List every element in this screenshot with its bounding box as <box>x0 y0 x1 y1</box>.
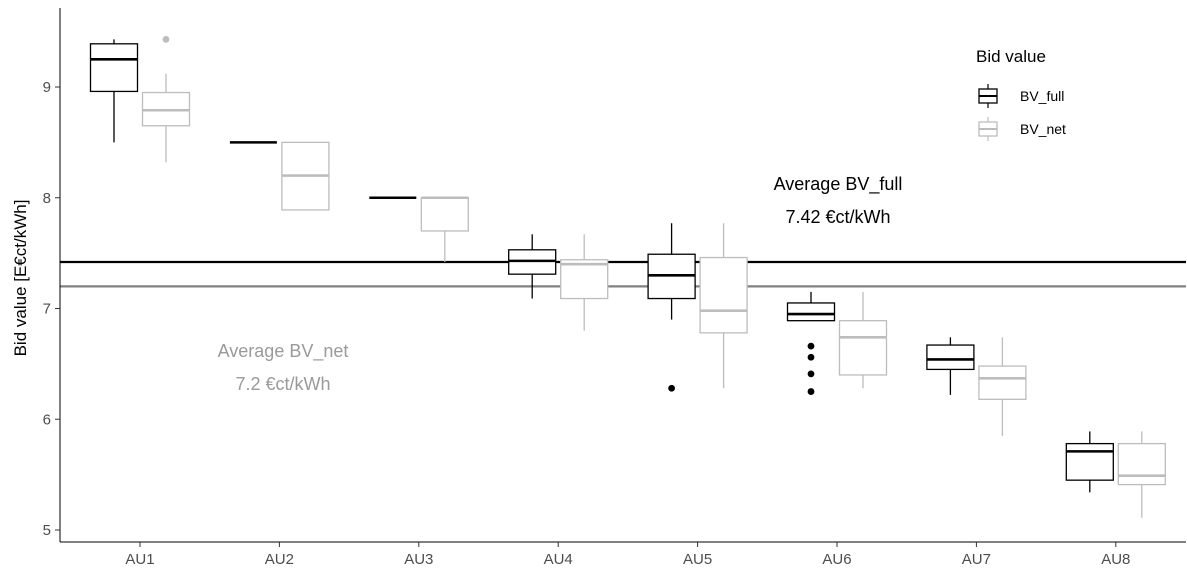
box-au1-bv-net <box>141 35 191 163</box>
x-tick-label: AU5 <box>683 551 712 568</box>
x-tick-label: AU4 <box>544 551 573 568</box>
legend-key-bv-full <box>978 84 998 108</box>
box-body <box>420 197 469 232</box>
legend-label-bv-full: BV_full <box>1020 88 1064 104</box>
box-body <box>786 302 836 322</box>
box-au5-bv-full <box>647 223 696 392</box>
box-body <box>978 365 1027 400</box>
box-au8-bv-full <box>1065 431 1114 493</box>
box-series <box>89 35 1166 518</box>
x-tick-label: AU3 <box>404 551 433 568</box>
series-bv-net <box>141 35 1166 518</box>
box-au7-bv-net <box>978 337 1027 436</box>
annotations: Average BV_full 7.42 €ct/kWh Average BV_ne… <box>218 174 903 394</box>
y-tick-label: 9 <box>43 79 51 96</box>
x-tick-label: AU1 <box>125 551 154 568</box>
box-au4-bv-net <box>560 234 609 331</box>
box-body <box>1065 442 1114 481</box>
annotation-full-title: Average BV_full <box>774 174 903 195</box>
outlier-point <box>807 353 815 361</box>
axes: 5 6 7 8 9 AU1 AU2 AU3 AU4 AU5 AU6 AU7 AU8 <box>43 8 1186 568</box>
y-axis-title: Bid value [E€ct/kWh] <box>11 200 30 357</box>
reference-lines <box>60 260 1186 288</box>
box-au6-bv-full <box>786 291 836 395</box>
box-body <box>699 256 748 334</box>
series-bv-full <box>89 39 1114 493</box>
box-au7-bv-full <box>926 337 975 395</box>
x-tick-label: AU6 <box>822 551 851 568</box>
annotation-full-value: 7.42 €ct/kWh <box>785 207 890 227</box>
box-au5-bv-net <box>699 223 748 389</box>
legend-title: Bid value <box>976 47 1046 66</box>
outlier-point <box>807 388 815 395</box>
box-au4-bv-full <box>508 234 557 299</box>
x-tick-label: AU7 <box>962 551 991 568</box>
legend-label-bv-net: BV_net <box>1020 121 1066 137</box>
y-tick-label: 8 <box>43 190 51 207</box>
box-au3-bv-net <box>420 196 469 262</box>
y-tick-label: 5 <box>43 522 51 539</box>
legend-key-bv-net <box>978 117 998 141</box>
outlier-point <box>807 342 815 350</box>
annotation-net-title: Average BV_net <box>218 341 349 362</box>
annotation-net-value: 7.2 €ct/kWh <box>235 374 330 394</box>
y-tick-label: 7 <box>43 301 51 318</box>
outlier-point <box>162 35 170 43</box>
box-au8-bv-net <box>1117 431 1166 518</box>
legend: Bid value BV_full BV_net <box>976 47 1066 141</box>
y-tick-label: 6 <box>43 411 51 428</box>
x-tick-label: AU8 <box>1101 551 1130 568</box>
box-body <box>1117 442 1166 486</box>
box-body <box>838 320 888 376</box>
box-body <box>560 259 609 300</box>
box-body <box>89 43 139 93</box>
box-au2-bv-net <box>281 141 330 211</box>
box-body <box>926 344 975 371</box>
box-au1-bv-full <box>89 39 139 143</box>
outlier-point <box>807 370 815 378</box>
x-tick-label: AU2 <box>265 551 294 568</box>
box-au6-bv-net <box>838 291 888 389</box>
outlier-point <box>668 384 675 392</box>
